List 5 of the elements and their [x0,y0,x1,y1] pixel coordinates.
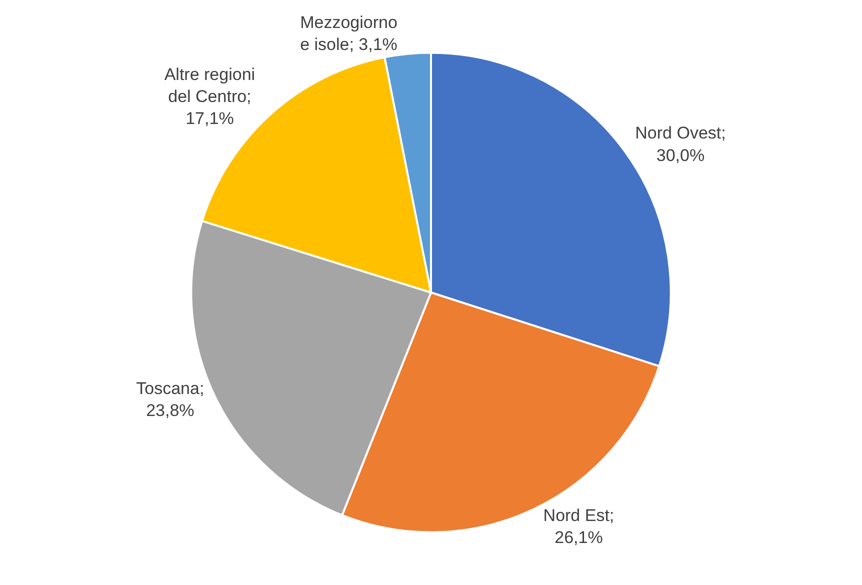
slice-label: Toscana; 23,8% [136,378,204,420]
slice-label: Nord Ovest; 30,0% [635,124,726,165]
slice-label: Altre regioni del Centro; 17,1% [164,64,256,128]
slice-label: Mezzogiorno e isole; 3,1% [300,12,398,54]
slice-label: Nord Est; 26,1% [543,506,614,547]
